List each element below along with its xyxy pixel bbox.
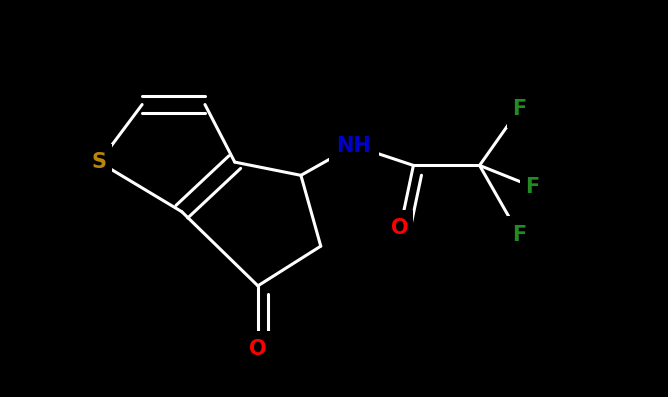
FancyBboxPatch shape bbox=[245, 331, 271, 368]
Text: NH: NH bbox=[337, 135, 371, 156]
Text: O: O bbox=[391, 218, 409, 238]
Text: F: F bbox=[512, 225, 526, 245]
FancyBboxPatch shape bbox=[387, 210, 413, 247]
FancyBboxPatch shape bbox=[520, 168, 545, 205]
Text: O: O bbox=[249, 339, 267, 359]
FancyBboxPatch shape bbox=[507, 91, 532, 128]
Text: F: F bbox=[525, 177, 540, 197]
FancyBboxPatch shape bbox=[87, 144, 112, 181]
FancyBboxPatch shape bbox=[329, 127, 379, 164]
Text: F: F bbox=[512, 99, 526, 119]
Text: S: S bbox=[92, 152, 107, 172]
FancyBboxPatch shape bbox=[507, 216, 532, 253]
